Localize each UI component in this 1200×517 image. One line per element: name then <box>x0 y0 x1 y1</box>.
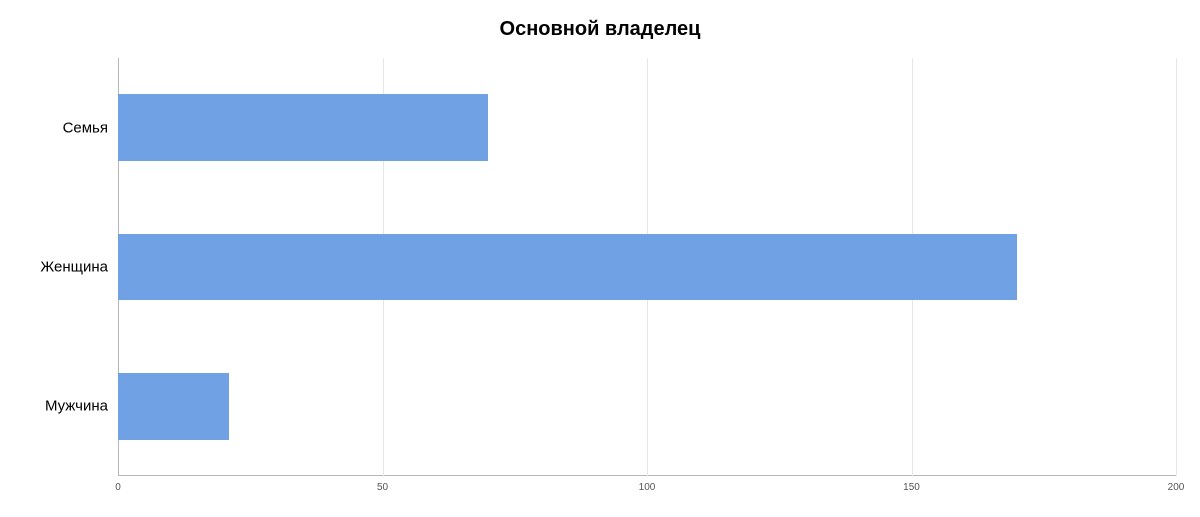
x-tick-label: 0 <box>115 476 121 493</box>
bar <box>118 373 229 440</box>
gridline <box>1176 58 1177 476</box>
y-category-label: Мужчина <box>45 398 118 415</box>
chart-title: Основной владелец <box>0 18 1200 41</box>
x-tick-label: 100 <box>639 476 656 493</box>
x-tick-label: 200 <box>1168 476 1185 493</box>
x-tick-label: 50 <box>377 476 388 493</box>
y-category-label: Семья <box>63 119 118 136</box>
bar <box>118 234 1017 301</box>
bar <box>118 94 488 161</box>
owner-bar-chart: Основной владелец 050100150200СемьяЖенщи… <box>0 0 1200 517</box>
y-category-label: Женщина <box>40 259 118 276</box>
x-tick-label: 150 <box>903 476 920 493</box>
plot-area: 050100150200СемьяЖенщинаМужчина <box>118 58 1176 476</box>
